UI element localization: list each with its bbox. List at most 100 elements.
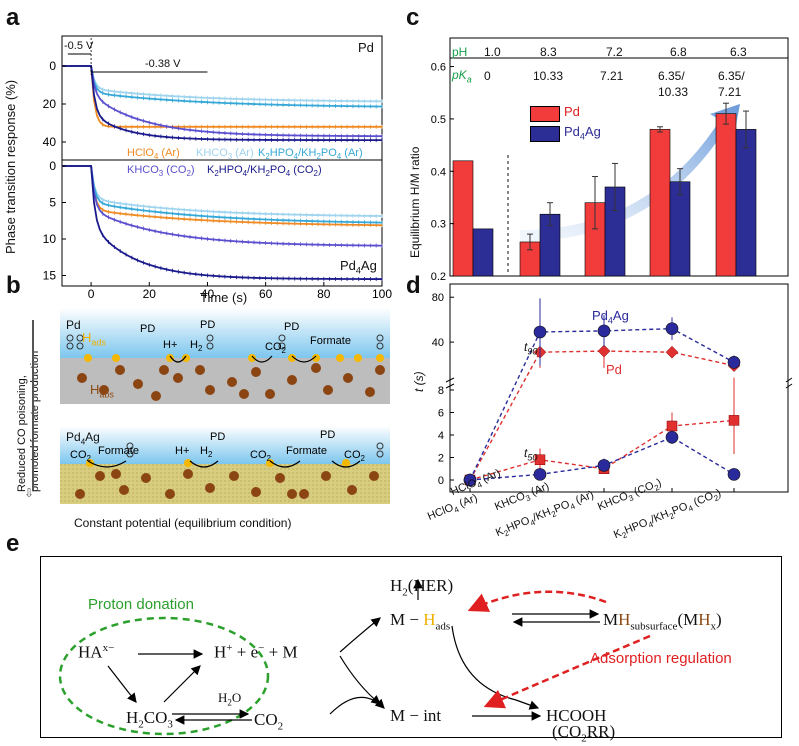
panel-letter-e: e (6, 530, 20, 557)
h-abs-atom (133, 379, 143, 389)
panel-a-step2: -0.38 V (145, 58, 181, 70)
hax-formula: HAx− (78, 642, 115, 662)
h-ads-atom (166, 354, 174, 362)
h-abs-label: Habs (90, 382, 114, 400)
h-plus-label: H+ (175, 445, 189, 457)
reaction-arc (269, 460, 301, 468)
panel-b-bottom-metal: Pd4Ag (66, 430, 100, 447)
point-pd-t90 (665, 345, 679, 359)
h2-her-formula: H2(HER) (390, 576, 454, 599)
panel-b-side-label: Reduced CO poisoning, promoted formate pr… (16, 350, 41, 492)
h-abs-atom (227, 377, 237, 387)
co-molecule (278, 334, 286, 342)
legend-hclo4: HClO4 (Ar) (127, 147, 180, 162)
pd-label: PD (200, 319, 215, 331)
bottom-y-tick-label: 0 (49, 159, 56, 173)
h-abs-atom (119, 485, 129, 495)
c-y-tick-label: 0.4 (431, 166, 446, 178)
ph-label: pH (452, 45, 468, 59)
h-abs-atom (75, 489, 85, 499)
proton-donation-ellipse (58, 616, 270, 736)
legend-pd4ag-swatch (530, 126, 560, 142)
axis-break (445, 377, 455, 383)
h-abs-atom (151, 391, 161, 401)
h-ads-atom (182, 354, 190, 362)
panel-e-box (40, 556, 782, 738)
d-y-tick-label: 2 (438, 453, 444, 465)
top-y-tick-label: 0 (49, 59, 56, 73)
x-tick-label: 80 (317, 287, 331, 300)
point-pd4ag-t90 (727, 355, 741, 369)
bar-pd4ag (472, 228, 494, 277)
panel-a-xlabel: Time (s) (200, 290, 248, 305)
co2-label: CO2 (344, 449, 366, 463)
h-ads-atom (266, 459, 274, 467)
pd-label: PD (284, 321, 299, 333)
curve-top-k2hpo4-ar (62, 65, 383, 108)
curve-bot-hclo4 (62, 165, 383, 227)
adsorption-regulation-label: Adsorption regulation (590, 650, 732, 667)
h-abs-atom (251, 487, 261, 497)
h-abs-atom (321, 471, 331, 481)
co-molecule (376, 450, 384, 458)
point-pd4ag-t50 (597, 459, 611, 472)
panel-c-ylabel: Equilibrium H/M ratio (408, 146, 422, 258)
point-pd4ag-t50 (665, 430, 679, 444)
point-pd4ag-t50 (727, 468, 741, 481)
panel-d-ylabel: t (s) (412, 371, 426, 392)
curve-bot-khco3-co2 (62, 165, 383, 247)
curve-bot-k2hpo4-co2 (62, 165, 383, 280)
ph-value: 1.0 (484, 45, 501, 59)
c-y-tick-label: 0.5 (431, 114, 446, 126)
series-pd4ag-label: Pd4Ag (592, 308, 629, 326)
curve-bot-k2hpo4-ar (62, 165, 383, 224)
formate-label: Formate (310, 335, 351, 347)
mh-subsurface-formula: MHsubsurface(MHx) (603, 610, 722, 633)
co-molecule (66, 334, 74, 342)
d-y-tick-label: 80 (432, 292, 444, 304)
h-abs-atom (251, 367, 261, 377)
h-abs-atom (205, 385, 215, 395)
h-abs-atom (141, 473, 151, 483)
pka-value: 6.35/ 10.33 (658, 69, 689, 99)
curve-top-khco3-co2 (62, 65, 383, 138)
panel-b-top-metal: Pd (66, 318, 81, 332)
co2rr-formula: (CO2RR) (552, 722, 616, 745)
proton-donation-label: Proton donation (88, 596, 194, 613)
curve-bot-khco3-ar (62, 165, 383, 217)
panel-c-chart: 0.2 0.3 0.4 0.5 0.6 (431, 37, 789, 282)
reaction-arc (331, 460, 361, 468)
bottom-y-tick-label: 10 (43, 232, 57, 246)
h-abs-atom (115, 365, 125, 375)
point-pd4ag-t90 (533, 325, 547, 339)
h-abs-atom (369, 471, 379, 481)
hcooh-formula: HCOOH (546, 706, 607, 725)
co-molecule (76, 334, 84, 342)
h-abs-atom (173, 373, 183, 383)
curve-top-hclo4 (62, 65, 382, 128)
x-tick-label: 60 (259, 287, 273, 300)
ph-value: 6.8 (670, 45, 687, 59)
point-pd-t50 (728, 415, 740, 426)
point-pd-t90 (597, 344, 611, 358)
panel-b-caption: Constant potential (equilibrium conditio… (74, 516, 292, 530)
reaction-arc (251, 355, 273, 363)
h2co3-formula: H2CO3 (126, 708, 173, 731)
h-abs-atom (365, 387, 375, 397)
axis-break (785, 383, 793, 389)
legend-k2hpo4-ar: K2HPO4/KH2PO4 (Ar) (258, 147, 363, 162)
pka-value: 6.35/ 7.21 (718, 69, 745, 99)
point-pd4ag-t50 (533, 468, 547, 481)
co2-label: CO2 (265, 341, 287, 355)
co-molecule (76, 342, 84, 350)
series-pd-label: Pd (606, 362, 622, 377)
h-abs-atom (195, 365, 205, 375)
h-abs-atom (99, 385, 109, 395)
h-abs-atom (343, 373, 353, 383)
panel-a-bottom-label: Pd4Ag (340, 258, 377, 276)
curve-top-khco3-ar (62, 65, 383, 103)
x-tick-label: 0 (88, 287, 95, 300)
legend-khco3-co2: KHCO3 (CO2) (127, 164, 195, 179)
proton-electron-metal: H+ + e− + M (214, 642, 298, 662)
h-ads-atom (376, 354, 384, 362)
